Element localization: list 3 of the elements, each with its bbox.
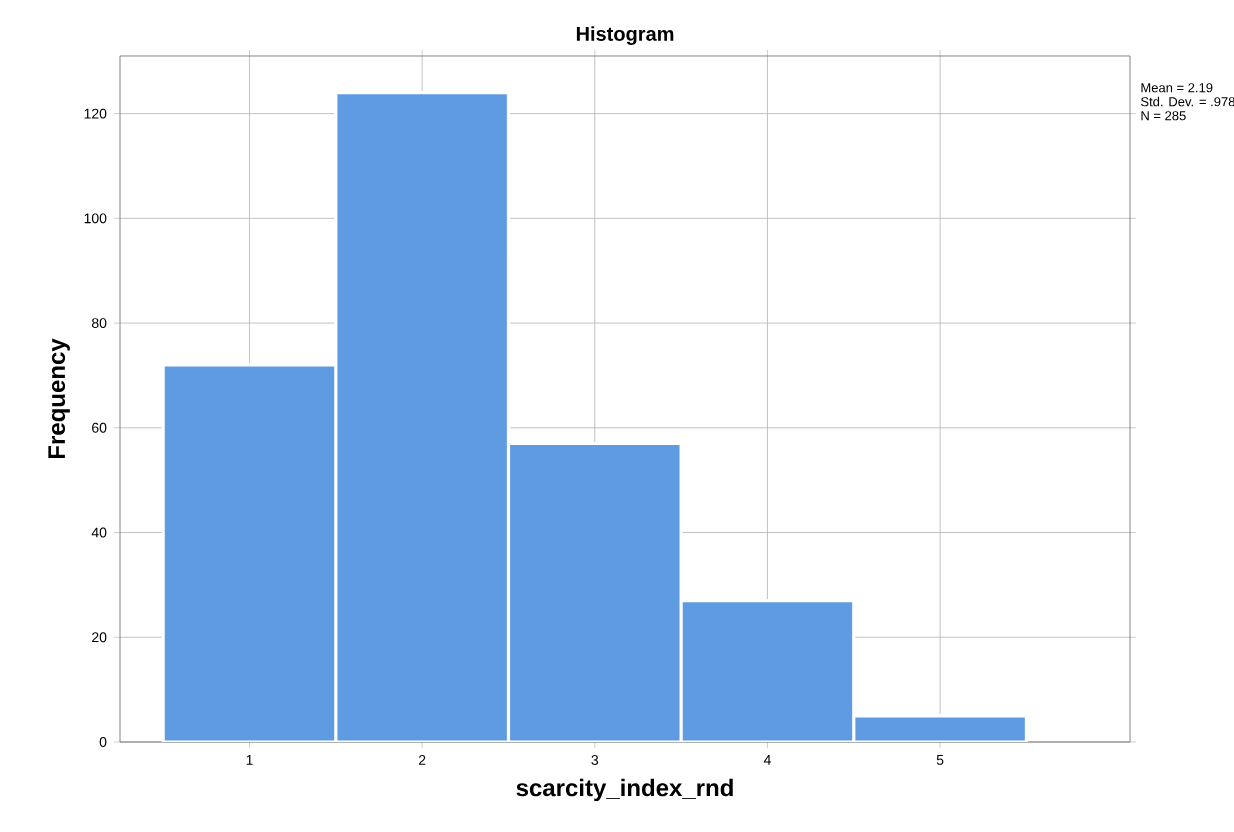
chart-title: Histogram (576, 26, 674, 45)
x-axis-title: scarcity_index_rnd (516, 778, 733, 802)
y-axis-title: Frequency (48, 338, 70, 459)
